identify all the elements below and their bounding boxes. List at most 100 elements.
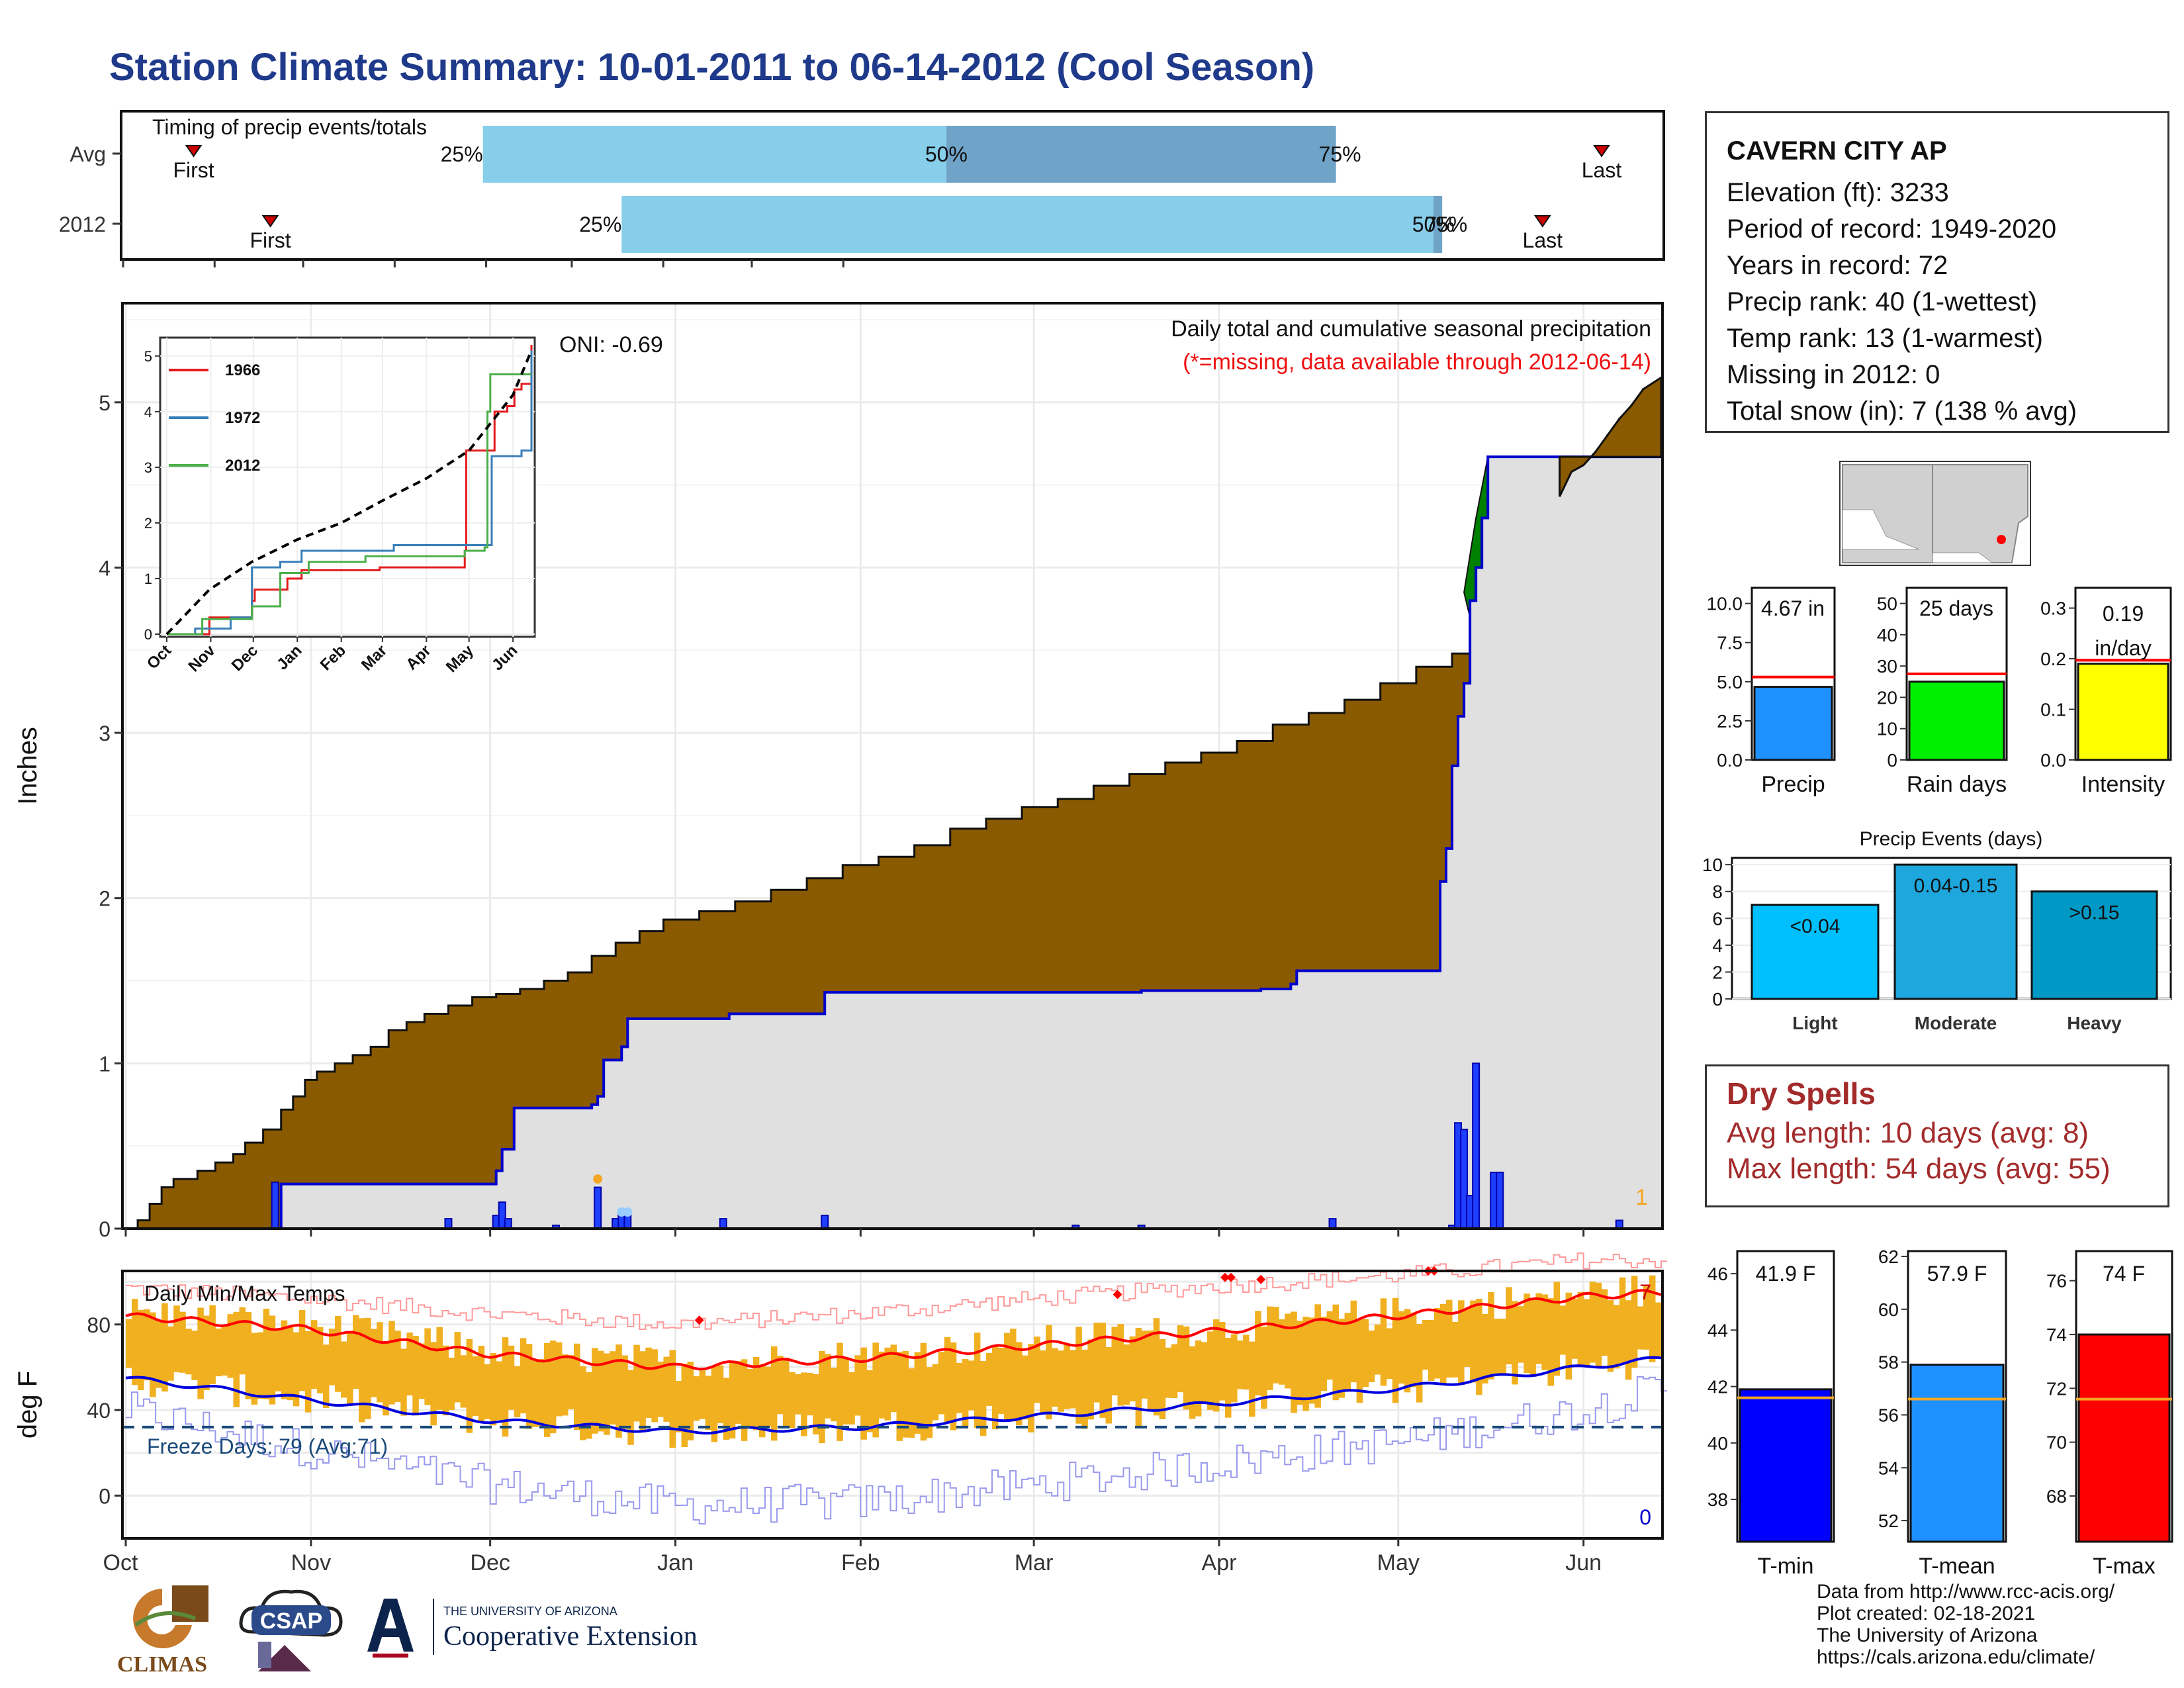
snow-marker	[593, 1174, 603, 1184]
daily-temp-bar	[997, 1347, 1005, 1414]
daily-temp-bar	[227, 1314, 234, 1378]
daily-temp-bar	[1093, 1323, 1100, 1403]
precip-events-bar-label: >0.15	[2070, 902, 2120, 924]
timing-first-marker	[261, 215, 279, 228]
daily-temp-bar	[353, 1315, 359, 1389]
daily-temp-bar	[1595, 1282, 1602, 1368]
daily-temp-bar	[1512, 1301, 1518, 1385]
precip-bar-y-tick-label: 2.5	[1717, 711, 1743, 731]
inset-legend-label: 2012	[225, 457, 260, 475]
daily-temp-bar	[209, 1305, 216, 1384]
daily-temp-bar	[1273, 1307, 1279, 1383]
precip-events-y-tick-label: 6	[1712, 908, 1723, 929]
temp-min-bar-y-tick-label: 44	[1707, 1320, 1728, 1340]
daily-temp-bar	[263, 1309, 270, 1399]
daily-precip-bar	[1496, 1172, 1504, 1230]
precip-bar-y-tick-label: 5.0	[1717, 672, 1743, 692]
daily-temp-bar	[896, 1352, 903, 1441]
daily-temp-bar	[1589, 1282, 1596, 1363]
daily-temp-bar	[675, 1381, 682, 1432]
inset-legend-label: 1966	[225, 361, 260, 379]
dry-spells-max: Max length: 54 days (avg: 55)	[1727, 1152, 2111, 1185]
page-title: Station Climate Summary: 10-01-2011 to 0…	[109, 46, 1315, 89]
daily-temp-bar	[1518, 1306, 1524, 1363]
daily-temp-bar	[126, 1319, 132, 1368]
temp-title: Daily Min/Max Temps	[144, 1282, 345, 1305]
station-precip-rank: Precip rank: 40 (1-wettest)	[1727, 287, 2038, 316]
daily-temp-bar	[598, 1350, 604, 1432]
station-info-box: CAVERN CITY AP Elevation (ft): 3233 Peri…	[1705, 111, 2169, 433]
daily-temp-bar	[1291, 1311, 1297, 1413]
daily-temp-bar	[1255, 1311, 1261, 1396]
temp-mean-value: 57.9 F	[1927, 1262, 1987, 1286]
intensity-bar-y-tick-label: 0.3	[2040, 598, 2066, 619]
daily-temp-bar	[233, 1311, 240, 1407]
station-missing: Missing in 2012: 0	[1727, 360, 1940, 389]
cumulative-avg-area	[126, 457, 1661, 1229]
daily-temp-bar	[304, 1331, 312, 1413]
inset-legend-label: 1972	[225, 409, 260, 427]
daily-temp-bar	[902, 1350, 909, 1438]
daily-temp-bar	[150, 1312, 156, 1397]
daily-temp-bar	[795, 1374, 801, 1415]
daily-temp-bar	[681, 1364, 688, 1447]
daily-temp-bar	[1212, 1319, 1220, 1412]
daily-temp-bar	[932, 1364, 939, 1421]
inset-series-line	[167, 350, 533, 635]
daily-temp-bar	[1625, 1300, 1632, 1380]
daily-temp-bar	[520, 1338, 527, 1414]
daily-temp-bar	[1135, 1327, 1142, 1426]
daily-temp-bar	[1022, 1355, 1028, 1420]
daily-temp-bar	[872, 1342, 879, 1438]
daily-temp-bar	[1087, 1339, 1094, 1420]
precip-events-bar-label: <0.04	[1790, 915, 1841, 937]
daily-temp-bar	[478, 1345, 485, 1423]
daily-temp-bar	[633, 1344, 640, 1422]
credit-line: Data from http://www.rcc-acis.org/	[1817, 1581, 2115, 1603]
daily-temp-bar	[1206, 1331, 1214, 1410]
daily-temp-bar	[782, 1357, 790, 1427]
daily-temp-bar	[156, 1321, 162, 1388]
temp-max-bar-y-tick-label: 76	[2046, 1271, 2067, 1291]
daily-temp-bar	[819, 1351, 825, 1444]
credits: Data from http://www.rcc-acis.org/ Plot …	[1817, 1581, 2115, 1668]
station-temp-rank: Temp rank: 13 (1-warmest)	[1727, 324, 2043, 353]
daily-temp-bar	[938, 1352, 945, 1415]
daily-temp-bar	[412, 1336, 419, 1416]
daily-temp-bar	[657, 1361, 664, 1417]
daily-temp-bar	[1583, 1299, 1590, 1367]
daily-temp-bar	[316, 1327, 324, 1393]
daily-temp-bar	[717, 1365, 724, 1423]
ua-small-text: THE UNIVERSITY OF ARIZONA	[443, 1605, 617, 1618]
daily-precip-bar	[719, 1218, 727, 1230]
inset-y-tick-label: 2	[144, 515, 152, 532]
daily-temp-bar	[908, 1368, 915, 1438]
daily-temp-bar	[418, 1343, 425, 1399]
daily-temp-bar	[1159, 1338, 1166, 1419]
temp-x-tick-label: Apr	[1202, 1550, 1237, 1575]
daily-temp-bar	[693, 1376, 700, 1421]
daily-temp-bar	[394, 1331, 401, 1402]
precip-events-bar	[2030, 890, 2158, 1000]
intensity-bar-y-tick-label: 0.2	[2040, 649, 2066, 669]
daily-temp-bar	[592, 1348, 598, 1434]
daily-temp-bar	[1368, 1330, 1375, 1383]
daily-temp-bar	[1404, 1309, 1411, 1393]
daily-temp-bar	[1141, 1331, 1148, 1399]
timing-first-marker	[185, 145, 203, 158]
daily-temp-bar	[604, 1353, 610, 1435]
precip-events-category: Light	[1792, 1013, 1837, 1033]
daily-temp-bar	[340, 1341, 347, 1398]
oni-label: ONI: -0.69	[559, 332, 663, 357]
daily-temp-bar	[1058, 1350, 1064, 1412]
daily-temp-bar	[531, 1359, 539, 1427]
station-location-marker	[1997, 535, 2006, 544]
daily-temp-bar	[1553, 1282, 1561, 1376]
timing-last-marker	[1593, 145, 1610, 158]
daily-temp-bar	[287, 1326, 294, 1401]
daily-temp-bar	[574, 1343, 580, 1430]
daily-temp-bar	[1482, 1313, 1488, 1383]
daily-temp-bar	[185, 1329, 192, 1375]
station-snow: Total snow (in): 7 (138 % avg)	[1727, 397, 2077, 426]
inset-y-tick-label: 4	[144, 404, 152, 420]
